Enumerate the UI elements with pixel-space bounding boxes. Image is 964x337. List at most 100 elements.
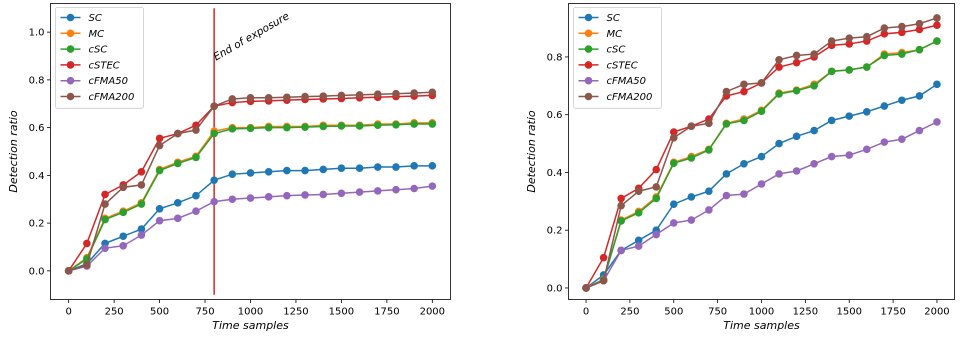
legend-marker-csc bbox=[66, 45, 75, 53]
data-point-cfma50 bbox=[264, 193, 273, 201]
legend-label-cfma200: cFMA200 bbox=[89, 92, 135, 103]
x-tick-label: 1250 bbox=[283, 307, 308, 318]
x-axis-label-right: Time samples bbox=[723, 319, 800, 332]
x-tick-label: 1000 bbox=[238, 307, 263, 318]
data-point-cfma50 bbox=[757, 180, 766, 188]
data-point-cfma50 bbox=[101, 244, 109, 252]
chart-right: 0 250 500 750 1000 1250 1500 1750 2000 0.0 0.2 0.4 0… bbox=[525, 3, 955, 332]
data-point-cfma200 bbox=[740, 80, 748, 89]
data-point-csc bbox=[373, 121, 382, 130]
data-point-cfma200 bbox=[845, 34, 854, 42]
data-point-csc bbox=[155, 166, 164, 175]
x-tick-label: 750 bbox=[708, 307, 727, 318]
data-point-cfma200 bbox=[410, 89, 418, 97]
data-point-csc bbox=[428, 120, 437, 128]
data-point-cfma50 bbox=[933, 118, 941, 126]
data-point-csc bbox=[810, 82, 818, 90]
data-point-cstec bbox=[101, 190, 109, 199]
data-point-cstec bbox=[617, 194, 625, 203]
x-axis-label-left: Time samples bbox=[212, 319, 289, 332]
data-point-sc bbox=[810, 126, 818, 135]
data-point-cfma50 bbox=[687, 216, 696, 224]
data-point-cfma50 bbox=[301, 191, 309, 199]
data-point-sc bbox=[428, 162, 437, 170]
data-point-sc bbox=[137, 225, 146, 233]
data-point-sc bbox=[410, 162, 418, 170]
series-line-cfma50 bbox=[585, 121, 938, 289]
data-point-cfma50 bbox=[845, 151, 854, 159]
data-point-csc bbox=[792, 86, 801, 95]
legend-label-cfma50: cFMA50 bbox=[89, 76, 128, 87]
x-tick-label: 250 bbox=[620, 307, 639, 318]
legend-label-cfma50: cFMA50 bbox=[607, 76, 646, 87]
x-tick-label: 1750 bbox=[880, 307, 905, 318]
data-point-sc bbox=[246, 169, 255, 177]
data-point-cstec bbox=[155, 134, 164, 143]
data-point-cfma50 bbox=[355, 188, 364, 196]
legend-marker-csc bbox=[584, 45, 593, 53]
data-point-cfma50 bbox=[155, 216, 164, 225]
data-point-cstec bbox=[775, 63, 783, 71]
data-point-cfma200 bbox=[757, 79, 766, 87]
legend-label-sc: SC bbox=[607, 13, 620, 24]
data-point-cstec bbox=[880, 30, 889, 38]
data-point-sc bbox=[880, 102, 889, 110]
data-point-cfma200 bbox=[392, 89, 400, 98]
data-point-cstec bbox=[599, 253, 608, 262]
data-point-cfma200 bbox=[810, 50, 818, 58]
y-tick-label: 0.4 bbox=[29, 171, 45, 182]
data-point-sc bbox=[757, 152, 766, 161]
data-point-cfma50 bbox=[810, 159, 818, 168]
data-point-sc bbox=[228, 170, 237, 178]
data-point-cfma50 bbox=[915, 126, 924, 135]
data-point-cfma200 bbox=[64, 267, 73, 275]
data-point-csc bbox=[355, 122, 364, 130]
data-point-sc bbox=[705, 187, 713, 196]
x-tick-label: 500 bbox=[150, 307, 169, 318]
data-point-csc bbox=[652, 194, 661, 203]
x-tick-label: 500 bbox=[664, 307, 683, 318]
data-point-cfma200 bbox=[173, 129, 182, 138]
y-axis-label-right: Detection ratio bbox=[525, 110, 538, 193]
legend-marker-cstec bbox=[584, 61, 593, 69]
data-point-cfma50 bbox=[669, 219, 678, 227]
data-point-csc bbox=[617, 217, 625, 225]
data-point-sc bbox=[722, 170, 731, 178]
data-point-cfma50 bbox=[392, 185, 400, 194]
data-point-cfma200 bbox=[687, 122, 696, 131]
y-axis-label-left: Detection ratio bbox=[7, 110, 20, 193]
data-point-cfma50 bbox=[652, 230, 661, 239]
data-point-cfma200 bbox=[582, 284, 590, 292]
data-point-cfma200 bbox=[101, 200, 109, 208]
y-tick-label: 0.2 bbox=[29, 219, 45, 230]
data-point-sc bbox=[845, 112, 854, 120]
data-point-cfma200 bbox=[137, 181, 146, 189]
data-point-sc bbox=[192, 191, 200, 200]
data-point-cfma200 bbox=[155, 141, 164, 150]
data-point-sc bbox=[775, 139, 783, 148]
y-tick-label: 0.2 bbox=[547, 226, 563, 237]
data-point-cfma200 bbox=[355, 91, 364, 99]
data-point-cfma50 bbox=[283, 191, 291, 200]
data-point-sc bbox=[155, 204, 164, 213]
data-point-cfma200 bbox=[264, 93, 273, 102]
x-tick-label: 0 bbox=[65, 307, 71, 318]
data-point-csc bbox=[915, 45, 924, 54]
data-point-cstec bbox=[933, 21, 941, 29]
x-tick-label: 1500 bbox=[329, 307, 354, 318]
data-point-cfma200 bbox=[722, 87, 731, 96]
data-point-sc bbox=[915, 92, 924, 100]
data-point-csc bbox=[898, 50, 906, 58]
data-point-sc bbox=[119, 232, 128, 241]
legend-marker-cfma50 bbox=[66, 76, 75, 85]
data-point-cstec bbox=[137, 167, 146, 176]
data-point-cfma200 bbox=[246, 93, 255, 102]
data-point-cfma200 bbox=[319, 92, 328, 100]
data-point-csc bbox=[246, 124, 255, 133]
legend-marker-cstec bbox=[66, 61, 75, 69]
x-tick-label: 750 bbox=[195, 307, 214, 318]
data-point-cfma50 bbox=[228, 195, 237, 204]
data-point-cfma50 bbox=[373, 187, 382, 195]
data-point-cfma200 bbox=[669, 133, 678, 142]
data-point-csc bbox=[410, 120, 418, 128]
